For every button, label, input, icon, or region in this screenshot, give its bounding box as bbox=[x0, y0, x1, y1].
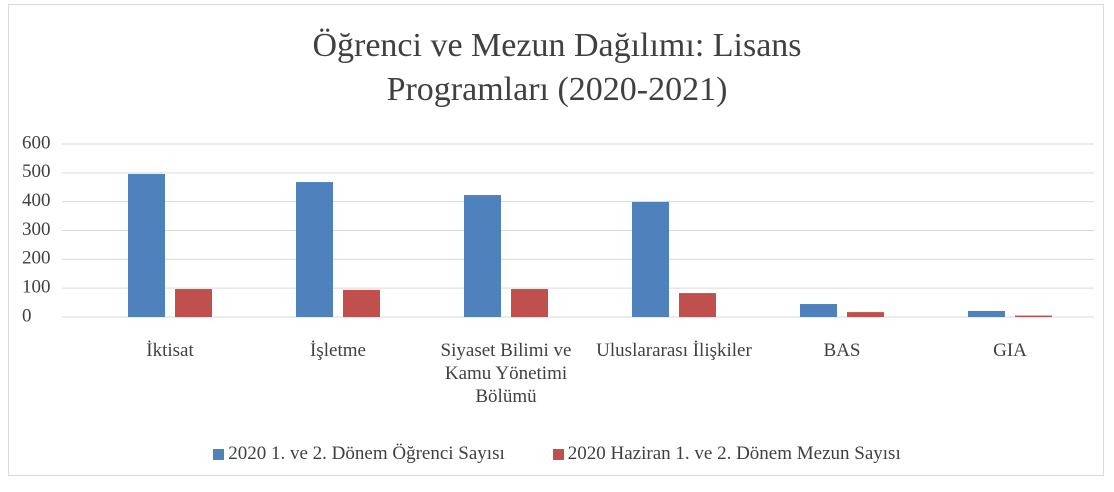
x-tick-label: İşletme bbox=[310, 340, 366, 361]
x-tick-label: BAS bbox=[823, 340, 861, 361]
y-tick-label: 200 bbox=[22, 248, 51, 269]
bar bbox=[847, 312, 884, 317]
bar bbox=[679, 293, 716, 317]
legend-label: 2020 1. ve 2. Dönem Öğrenci Sayısı bbox=[228, 443, 505, 464]
bar bbox=[632, 201, 669, 317]
bar bbox=[800, 304, 837, 317]
legend-item: 2020 1. ve 2. Dönem Öğrenci Sayısı bbox=[213, 443, 505, 465]
legend-label: 2020 Haziran 1. ve 2. Dönem Mezun Sayısı bbox=[567, 443, 901, 464]
legend: 2020 1. ve 2. Dönem Öğrenci Sayısı 2020 H… bbox=[0, 443, 1114, 465]
y-tick-label: 0 bbox=[22, 305, 32, 326]
x-tick-label: GIA bbox=[993, 340, 1027, 361]
bar bbox=[968, 310, 1005, 317]
bar bbox=[511, 289, 548, 317]
x-tick-label: İktisat bbox=[146, 340, 194, 361]
legend-swatch bbox=[213, 448, 225, 460]
bar bbox=[128, 173, 165, 317]
chart-frame bbox=[8, 4, 1104, 476]
bar bbox=[464, 195, 501, 317]
bar bbox=[343, 289, 380, 317]
bar bbox=[1015, 315, 1052, 317]
y-tick-label: 300 bbox=[22, 219, 51, 240]
legend-swatch bbox=[552, 448, 564, 460]
x-tick-label: Siyaset Bilimi ve Kamu Yönetimi Bölümü bbox=[440, 340, 572, 407]
y-tick-label: 100 bbox=[22, 277, 51, 298]
legend-item: 2020 Haziran 1. ve 2. Dönem Mezun Sayısı bbox=[552, 443, 901, 465]
bar bbox=[175, 289, 212, 317]
y-tick-label: 500 bbox=[22, 161, 51, 182]
chart-title: Öğrenci ve Mezun Dağılımı: Lisans Progra… bbox=[312, 27, 802, 108]
y-tick-label: 400 bbox=[22, 190, 51, 211]
y-tick-label: 600 bbox=[22, 132, 51, 153]
bar bbox=[296, 182, 333, 317]
x-tick-label: Uluslararası İlişkiler bbox=[596, 340, 752, 361]
